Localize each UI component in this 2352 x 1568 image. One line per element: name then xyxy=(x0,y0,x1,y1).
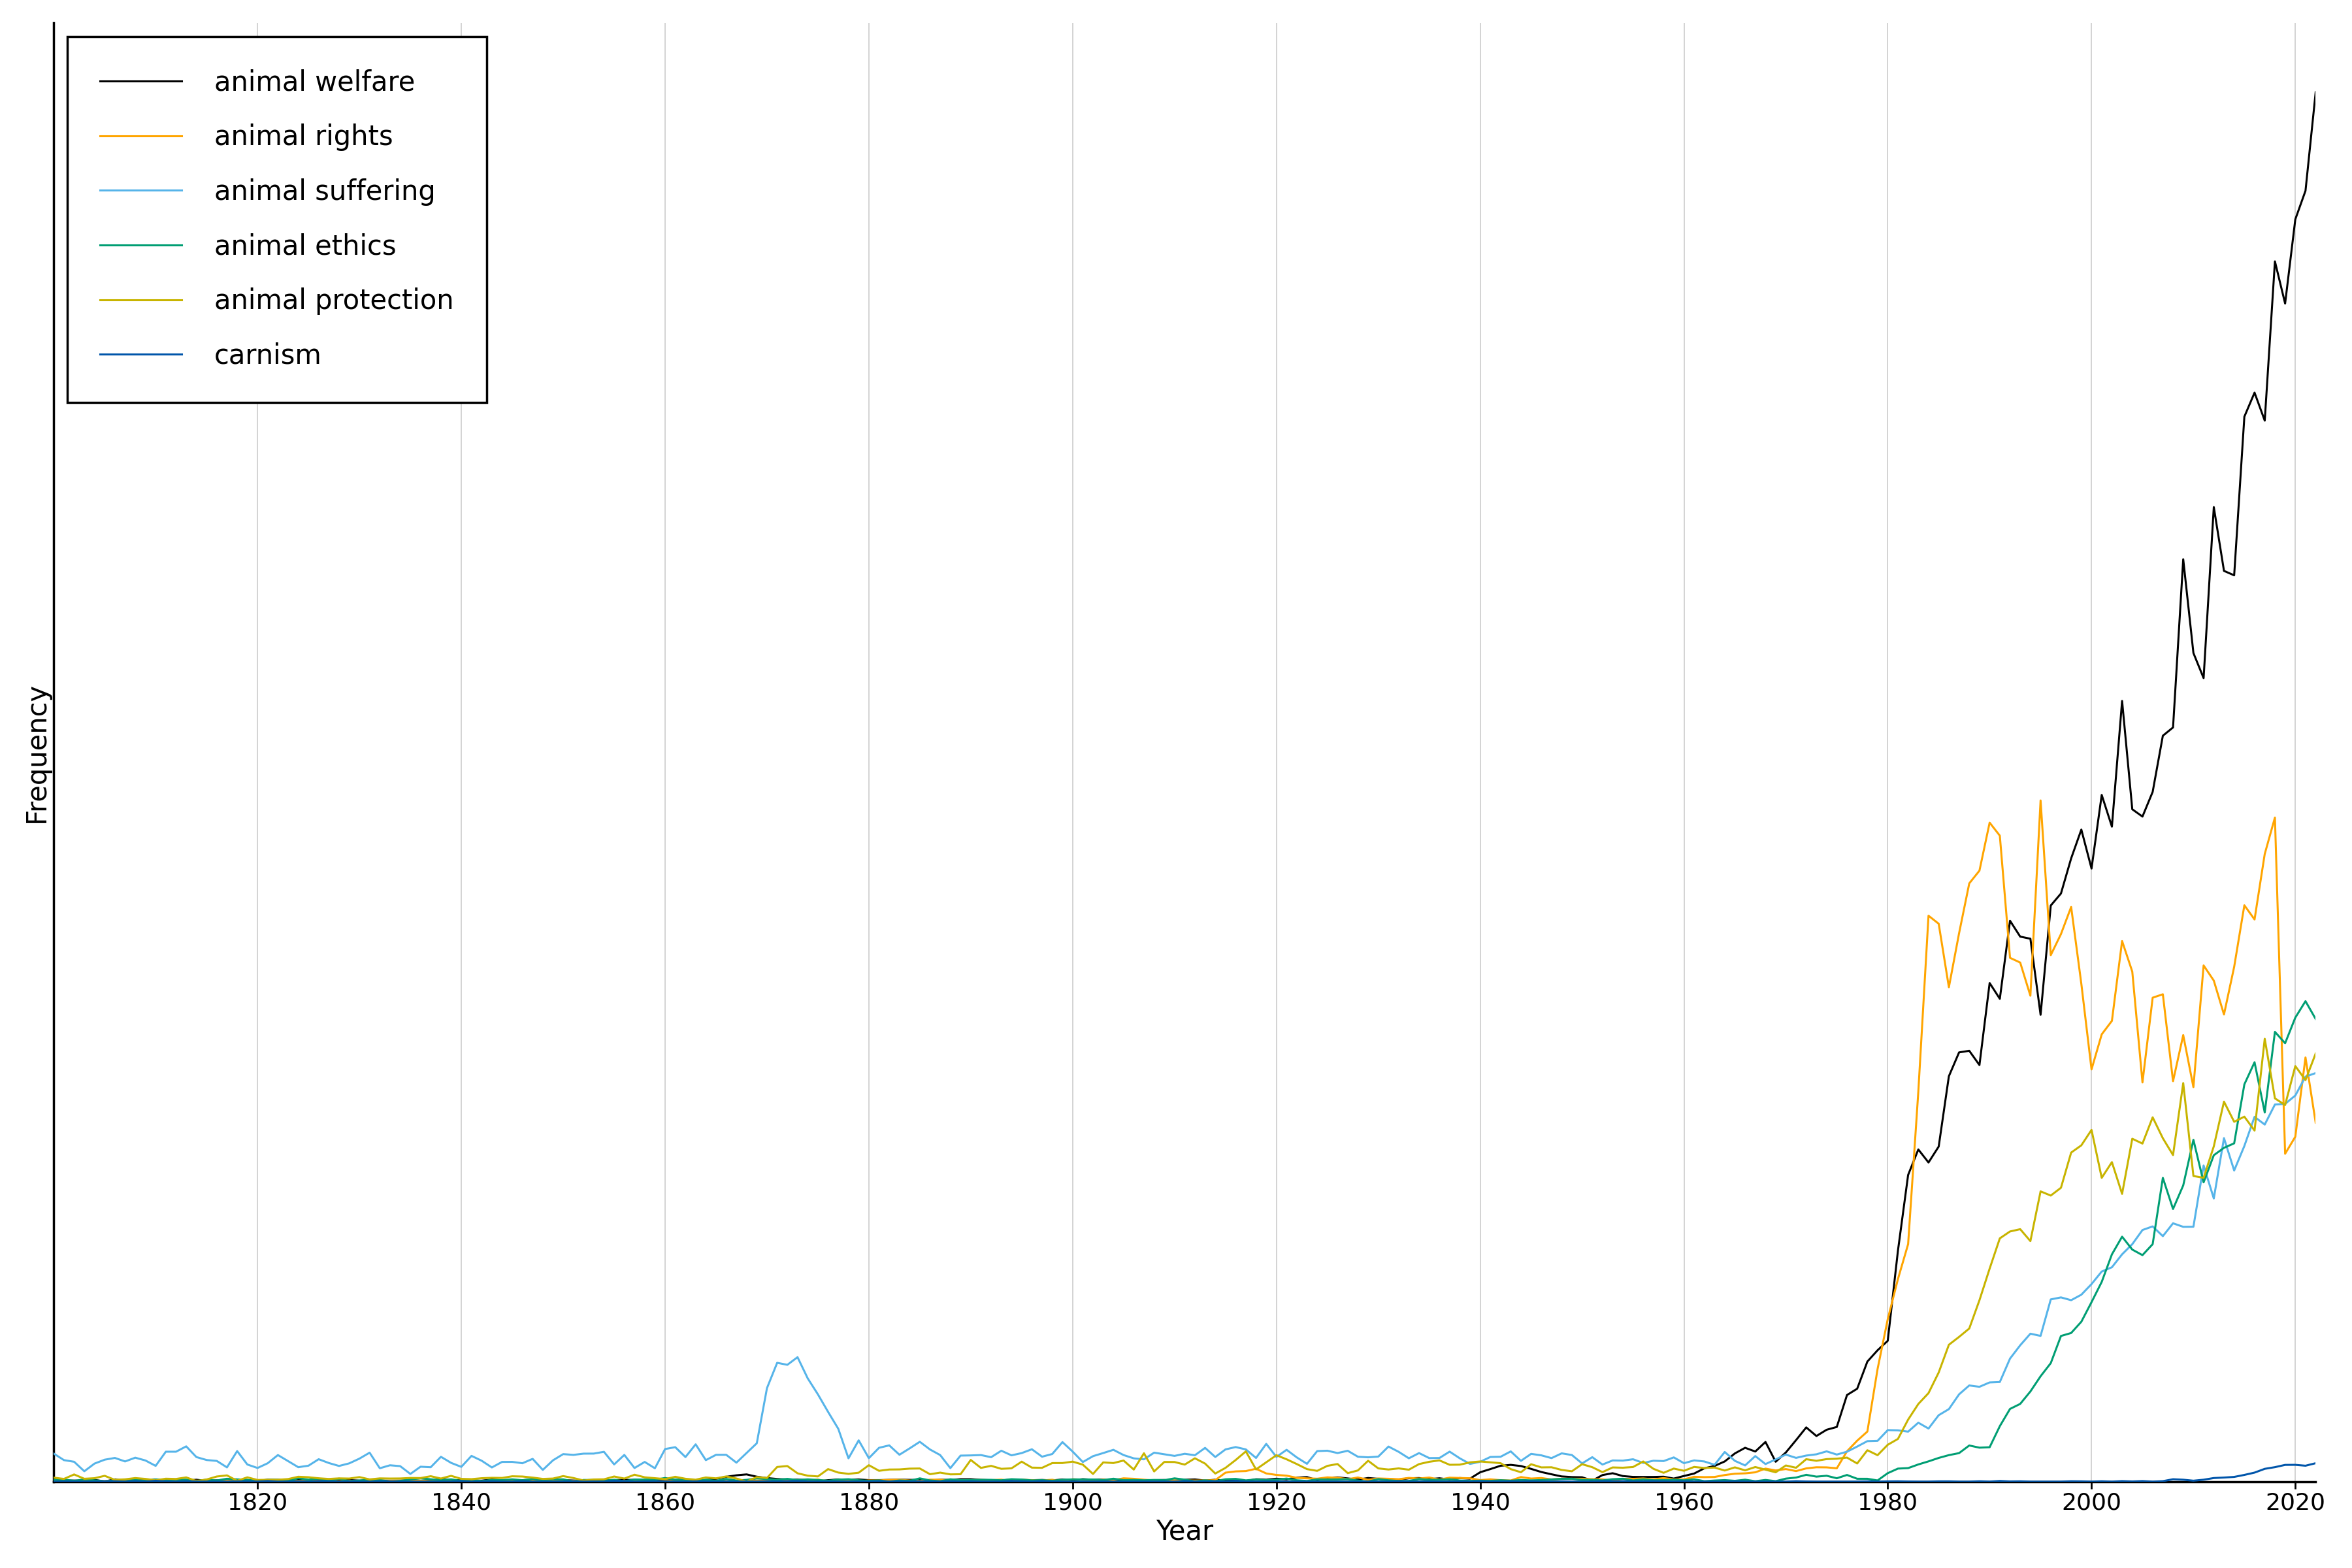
animal ethics xyxy=(40,1471,68,1490)
Line: animal ethics: animal ethics xyxy=(54,1002,2317,1482)
animal rights xyxy=(539,1471,567,1490)
animal rights xyxy=(1080,1471,1108,1490)
animal welfare xyxy=(548,1471,576,1490)
carnism xyxy=(1068,1472,1096,1491)
animal protection xyxy=(927,1463,955,1482)
Legend: animal welfare, animal rights, animal suffering, animal ethics, animal protectio: animal welfare, animal rights, animal su… xyxy=(68,36,487,403)
carnism xyxy=(1190,1472,1218,1491)
animal ethics xyxy=(1202,1472,1230,1491)
animal suffering xyxy=(1202,1447,1230,1466)
carnism xyxy=(40,1472,68,1491)
animal welfare xyxy=(92,1472,120,1491)
animal ethics xyxy=(548,1469,576,1488)
animal protection xyxy=(731,1472,760,1491)
animal ethics xyxy=(2291,993,2319,1011)
animal rights xyxy=(2027,790,2056,809)
animal rights xyxy=(1202,1471,1230,1490)
animal ethics xyxy=(927,1472,955,1491)
animal protection xyxy=(40,1468,68,1486)
Line: animal protection: animal protection xyxy=(54,1038,2317,1482)
animal rights xyxy=(927,1471,955,1490)
animal ethics xyxy=(2303,1010,2331,1029)
animal rights xyxy=(40,1471,68,1490)
animal suffering xyxy=(2303,1063,2331,1082)
carnism xyxy=(539,1472,567,1491)
animal protection xyxy=(2303,1044,2331,1063)
animal protection xyxy=(539,1469,567,1488)
animal ethics xyxy=(1080,1471,1108,1490)
animal suffering xyxy=(927,1446,955,1465)
carnism xyxy=(915,1472,943,1491)
animal protection xyxy=(2281,1057,2310,1076)
Line: animal welfare: animal welfare xyxy=(54,93,2317,1482)
animal welfare xyxy=(2303,83,2331,102)
Y-axis label: Frequency: Frequency xyxy=(24,682,49,822)
X-axis label: Year: Year xyxy=(1155,1518,1214,1546)
animal protection xyxy=(1202,1465,1230,1483)
animal welfare xyxy=(40,1471,68,1490)
animal suffering xyxy=(40,1444,68,1463)
Line: animal rights: animal rights xyxy=(54,800,2317,1482)
animal protection xyxy=(2251,1029,2279,1047)
carnism xyxy=(976,1472,1004,1491)
animal rights xyxy=(988,1471,1016,1490)
carnism xyxy=(2303,1454,2331,1472)
animal rights xyxy=(2281,1127,2310,1146)
animal suffering xyxy=(2272,1094,2300,1113)
animal ethics xyxy=(376,1472,405,1491)
animal ethics xyxy=(988,1471,1016,1490)
animal protection xyxy=(988,1460,1016,1479)
animal suffering xyxy=(988,1441,1016,1460)
animal ethics xyxy=(2272,1033,2300,1052)
carnism xyxy=(2260,1458,2288,1477)
Line: carnism: carnism xyxy=(54,1463,2317,1482)
animal suffering xyxy=(1080,1447,1108,1466)
animal welfare xyxy=(988,1471,1016,1490)
animal suffering xyxy=(548,1444,576,1463)
animal rights xyxy=(2303,1113,2331,1132)
animal welfare xyxy=(927,1471,955,1490)
animal welfare xyxy=(1202,1471,1230,1490)
animal suffering xyxy=(395,1465,423,1483)
animal welfare xyxy=(2272,295,2300,314)
animal rights xyxy=(814,1472,842,1491)
Line: animal suffering: animal suffering xyxy=(54,1073,2317,1474)
animal protection xyxy=(1080,1465,1108,1483)
animal welfare xyxy=(1080,1471,1108,1490)
